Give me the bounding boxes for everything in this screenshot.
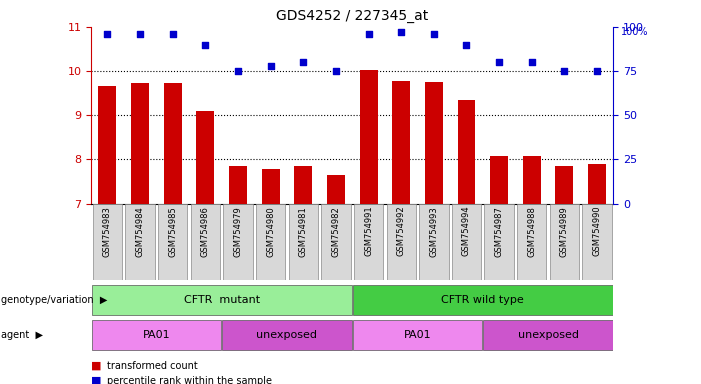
- Text: GSM754990: GSM754990: [592, 206, 601, 257]
- Text: GSM754989: GSM754989: [560, 206, 569, 257]
- Text: GSM754983: GSM754983: [103, 206, 112, 257]
- Text: GSM754980: GSM754980: [266, 206, 275, 257]
- Text: genotype/variation  ▶: genotype/variation ▶: [1, 295, 107, 306]
- FancyBboxPatch shape: [517, 204, 547, 280]
- Text: percentile rank within the sample: percentile rank within the sample: [107, 376, 271, 384]
- FancyBboxPatch shape: [158, 204, 187, 280]
- Text: PA01: PA01: [142, 330, 170, 340]
- Bar: [196, 111, 215, 204]
- Point: [592, 68, 603, 74]
- Title: GDS4252 / 227345_at: GDS4252 / 227345_at: [276, 9, 428, 23]
- Text: agent  ▶: agent ▶: [1, 330, 43, 340]
- FancyBboxPatch shape: [256, 204, 285, 280]
- FancyBboxPatch shape: [92, 320, 221, 350]
- Text: CFTR wild type: CFTR wild type: [442, 295, 524, 306]
- Text: GSM754979: GSM754979: [233, 206, 243, 257]
- FancyBboxPatch shape: [452, 204, 481, 280]
- Bar: [555, 166, 573, 204]
- Text: unexposed: unexposed: [257, 330, 318, 340]
- Bar: [458, 100, 475, 204]
- Bar: [360, 70, 378, 204]
- FancyBboxPatch shape: [484, 204, 514, 280]
- Point: [559, 68, 570, 74]
- Text: ■: ■: [91, 361, 102, 371]
- Bar: [327, 175, 345, 204]
- Text: PA01: PA01: [404, 330, 431, 340]
- Text: GSM754986: GSM754986: [201, 206, 210, 257]
- Point: [298, 59, 309, 65]
- Text: GSM754991: GSM754991: [364, 206, 373, 257]
- Point: [102, 31, 113, 37]
- Bar: [425, 82, 443, 204]
- Text: GSM754982: GSM754982: [332, 206, 341, 257]
- Point: [265, 63, 276, 69]
- Point: [135, 31, 146, 37]
- FancyBboxPatch shape: [222, 320, 352, 350]
- Bar: [490, 156, 508, 204]
- FancyBboxPatch shape: [419, 204, 449, 280]
- Point: [363, 31, 374, 37]
- Point: [200, 41, 211, 48]
- Text: GSM754981: GSM754981: [299, 206, 308, 257]
- FancyBboxPatch shape: [484, 320, 613, 350]
- Text: transformed count: transformed count: [107, 361, 197, 371]
- Bar: [588, 164, 606, 204]
- Bar: [261, 169, 280, 204]
- Bar: [523, 156, 540, 204]
- FancyBboxPatch shape: [191, 204, 220, 280]
- Text: GSM754985: GSM754985: [168, 206, 177, 257]
- Point: [461, 41, 472, 48]
- Bar: [294, 166, 312, 204]
- FancyBboxPatch shape: [92, 285, 352, 316]
- Bar: [131, 83, 149, 204]
- FancyBboxPatch shape: [224, 204, 252, 280]
- FancyBboxPatch shape: [386, 204, 416, 280]
- Bar: [164, 83, 182, 204]
- Text: ■: ■: [91, 376, 102, 384]
- Bar: [98, 86, 116, 204]
- FancyBboxPatch shape: [321, 204, 350, 280]
- FancyBboxPatch shape: [353, 320, 482, 350]
- Bar: [393, 81, 410, 204]
- Bar: [229, 166, 247, 204]
- FancyBboxPatch shape: [93, 204, 122, 280]
- Text: GSM754993: GSM754993: [429, 206, 438, 257]
- FancyBboxPatch shape: [354, 204, 383, 280]
- Text: CFTR  mutant: CFTR mutant: [184, 295, 260, 306]
- Text: GSM754984: GSM754984: [135, 206, 144, 257]
- FancyBboxPatch shape: [550, 204, 579, 280]
- Text: unexposed: unexposed: [517, 330, 578, 340]
- Point: [395, 29, 407, 35]
- Point: [526, 59, 538, 65]
- Text: GSM754994: GSM754994: [462, 206, 471, 257]
- Point: [494, 59, 505, 65]
- Point: [167, 31, 178, 37]
- Text: GSM754992: GSM754992: [397, 206, 406, 257]
- FancyBboxPatch shape: [583, 204, 612, 280]
- Text: 100%: 100%: [621, 27, 648, 37]
- FancyBboxPatch shape: [289, 204, 318, 280]
- Point: [233, 68, 244, 74]
- FancyBboxPatch shape: [125, 204, 155, 280]
- Point: [330, 68, 341, 74]
- Text: GSM754987: GSM754987: [495, 206, 503, 257]
- Text: GSM754988: GSM754988: [527, 206, 536, 257]
- Point: [428, 31, 440, 37]
- FancyBboxPatch shape: [353, 285, 613, 316]
